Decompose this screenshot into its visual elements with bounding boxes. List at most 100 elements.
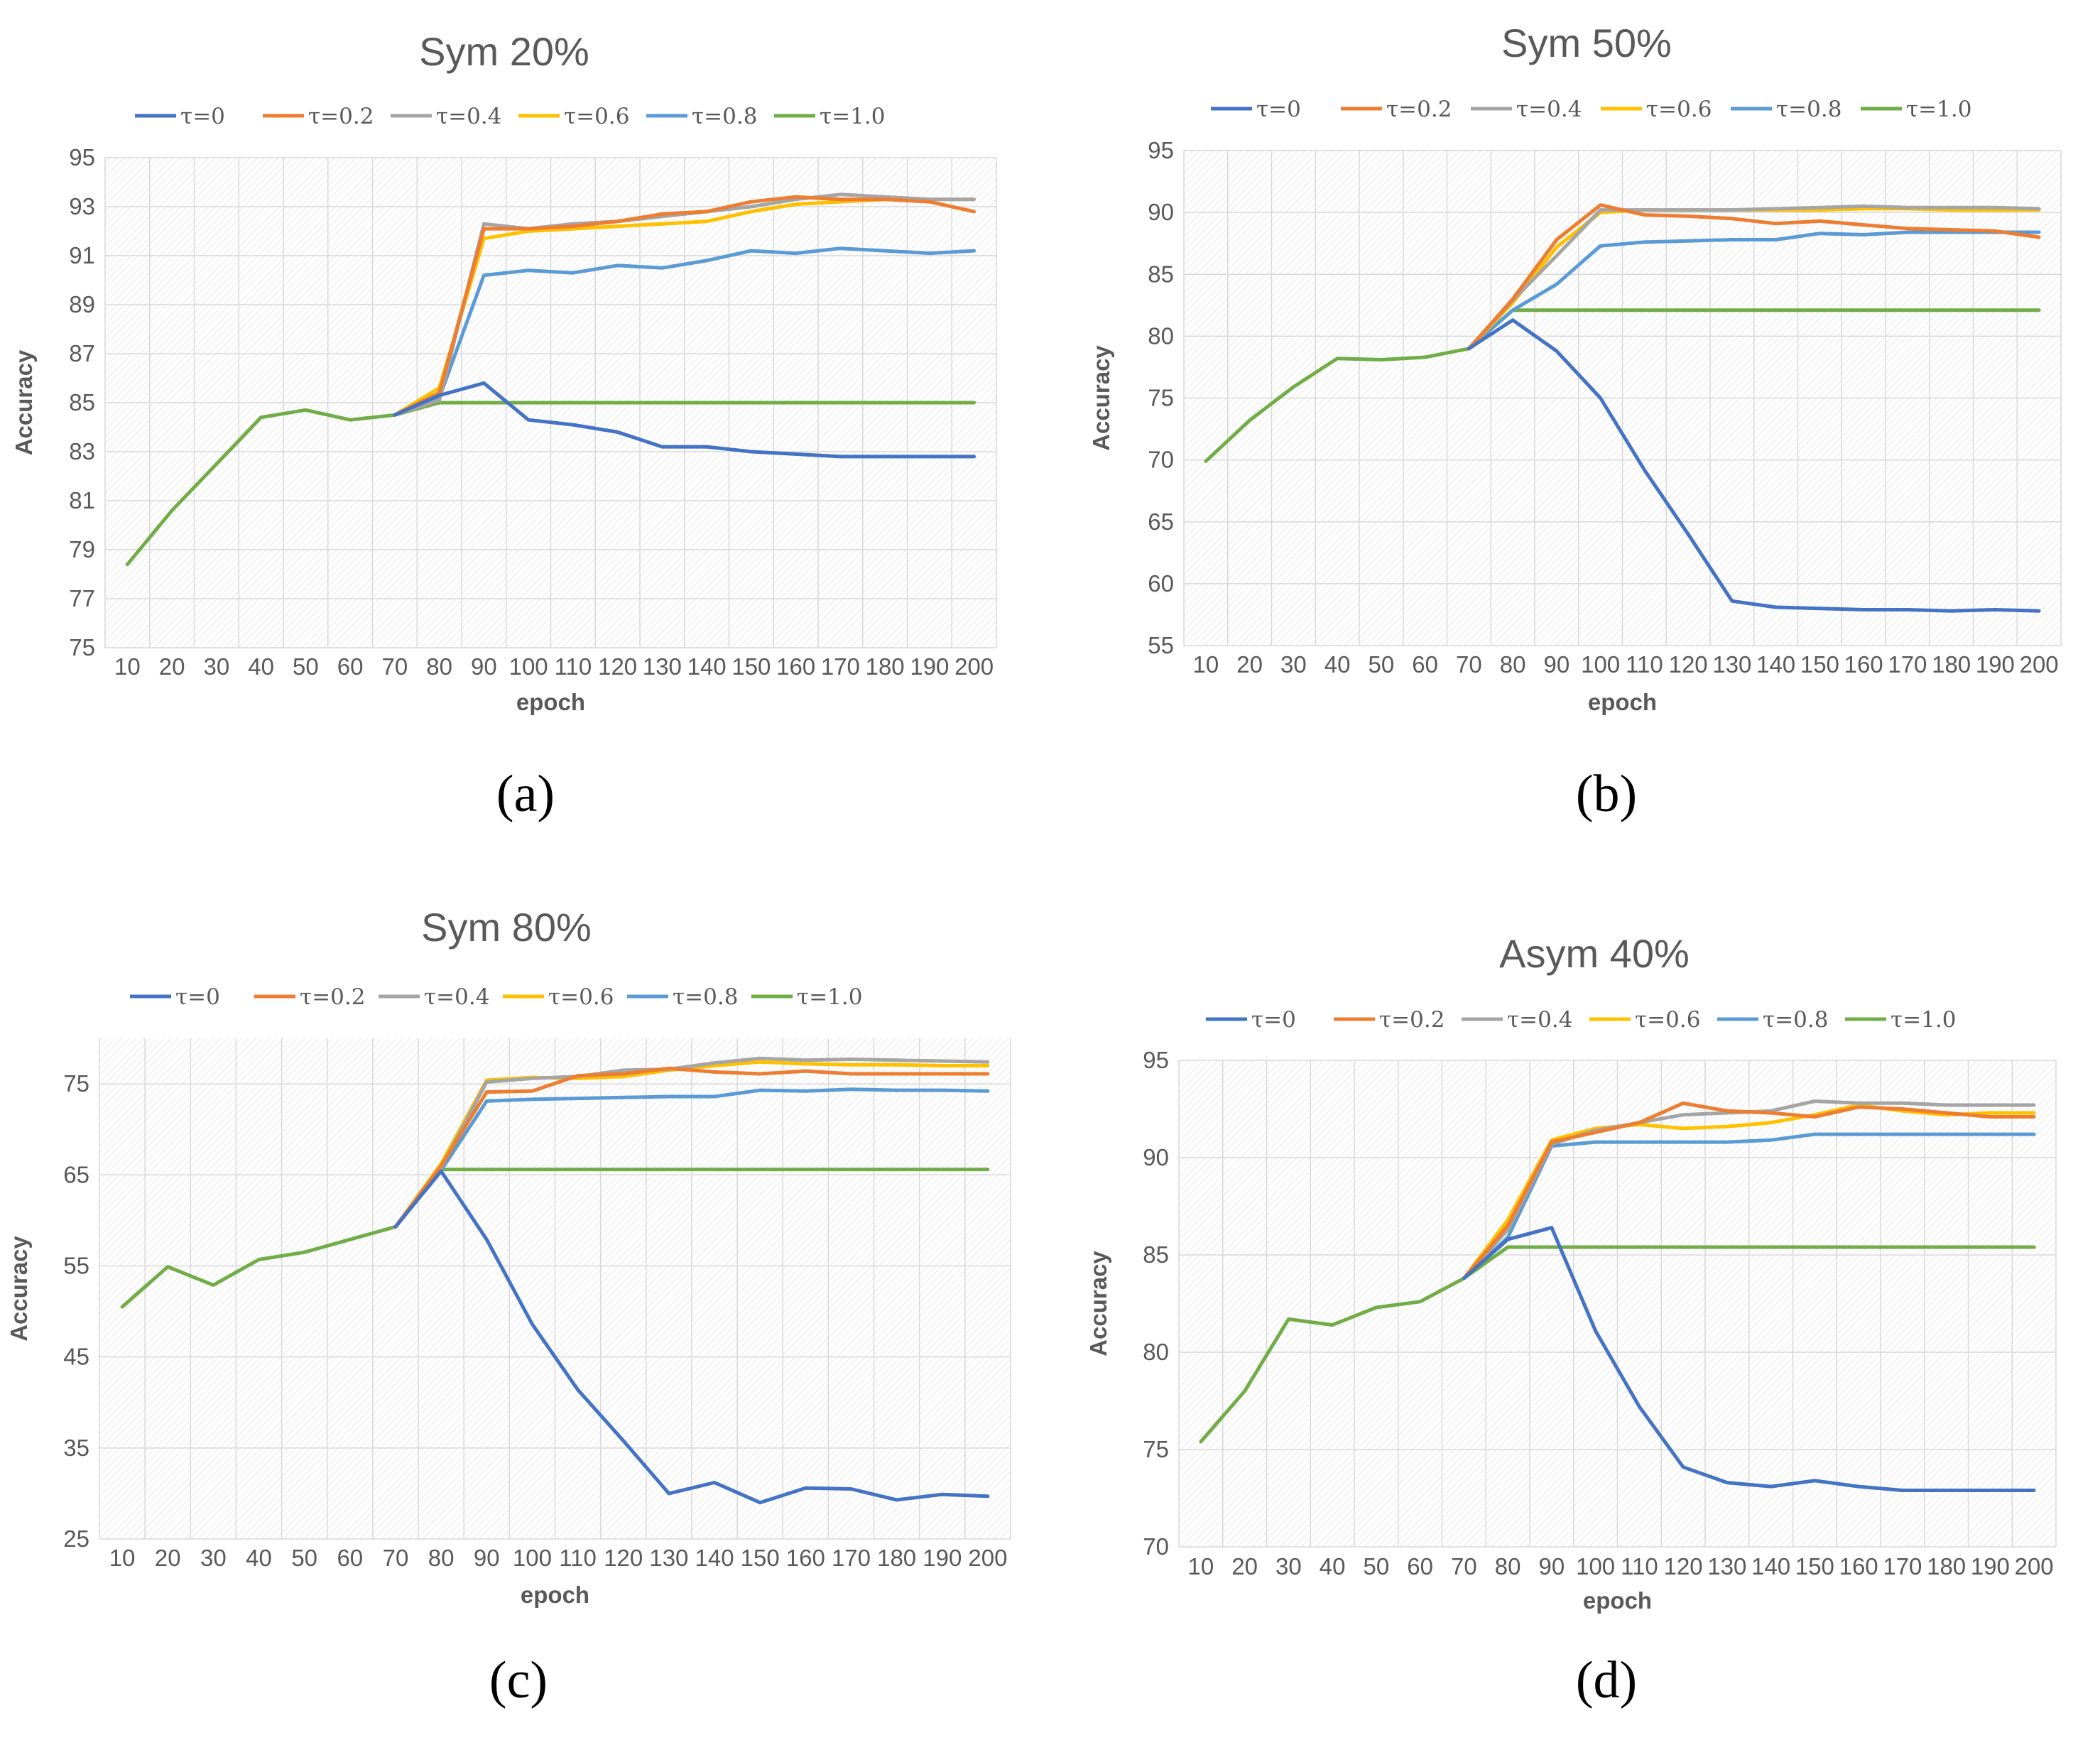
legend-label: τ=0.2 [1379, 1007, 1445, 1033]
x-tick-label: 140 [695, 1545, 734, 1571]
y-axis-label: Accuracy [1085, 1251, 1111, 1356]
y-tick-label: 79 [69, 536, 95, 562]
x-tick-label: 160 [776, 653, 815, 680]
y-tick-label: 93 [69, 193, 95, 219]
legend-label: τ=0 [175, 984, 220, 1010]
x-axis-label: epoch [521, 1582, 589, 1608]
x-tick-label: 140 [1751, 1553, 1790, 1579]
legend-label: τ=1.0 [797, 984, 862, 1010]
chart-title: Asym 40% [1499, 931, 1690, 976]
legend-label: τ=0.8 [692, 104, 757, 129]
x-axis-label: epoch [1588, 689, 1657, 715]
x-tick-label: 50 [293, 653, 319, 680]
x-tick-label: 180 [1932, 651, 1971, 678]
x-tick-label: 70 [1456, 651, 1482, 678]
series-line [1462, 1103, 2036, 1280]
y-tick-label: 89 [69, 291, 95, 317]
legend-label: τ=0.2 [308, 104, 374, 129]
x-tick-label: 60 [337, 1545, 363, 1571]
x-tick-label: 110 [1626, 651, 1663, 678]
legend-label: τ=0.8 [1763, 1007, 1828, 1033]
legend-label: τ=0.6 [548, 984, 614, 1010]
series-line [1467, 204, 2041, 351]
y-tick-label: 95 [69, 144, 95, 170]
x-tick-label: 200 [968, 1545, 1007, 1571]
x-tick-label: 200 [2015, 1553, 2054, 1579]
series-line [1204, 308, 2041, 463]
x-tick-label: 30 [200, 1545, 227, 1571]
legend-label: τ=0 [180, 104, 225, 129]
x-tick-label: 30 [204, 653, 230, 680]
x-tick-label: 150 [731, 653, 771, 680]
x-tick-label: 50 [1369, 651, 1395, 678]
y-axis-label: Accuracy [6, 1236, 32, 1342]
x-tick-label: 190 [1976, 651, 2015, 678]
x-tick-label: 20 [159, 653, 185, 680]
x-tick-label: 30 [1275, 1553, 1302, 1579]
x-tick-label: 10 [1193, 651, 1219, 678]
legend-label: τ=0.8 [673, 984, 738, 1010]
legend-label: τ=0.4 [1507, 1007, 1572, 1033]
x-tick-label: 180 [866, 653, 905, 680]
series-line [393, 1087, 990, 1229]
x-tick-label: 80 [428, 1545, 455, 1571]
x-tick-label: 100 [1581, 651, 1620, 678]
series-line [393, 1169, 990, 1505]
x-tick-label: 170 [1883, 1553, 1922, 1579]
y-tick-label: 65 [63, 1161, 89, 1187]
legend-label: τ=1.0 [1906, 97, 1971, 122]
x-tick-label: 40 [1324, 651, 1351, 678]
chart-panel-1: 75 77 79 81 83 85 87 89 91 93 95 10 20 30 40 50 60 70 80 90… [11, 29, 997, 823]
chart-title: Sym 80% [421, 905, 592, 950]
y-tick-label: 55 [63, 1252, 89, 1278]
x-axis-label: epoch [1583, 1587, 1652, 1614]
x-tick-label: 110 [555, 653, 592, 680]
chart-title: Sym 50% [1501, 21, 1672, 65]
series-line [393, 195, 976, 417]
series-line [1467, 230, 2041, 351]
y-axis-label: Accuracy [1088, 345, 1114, 451]
x-tick-label: 90 [1539, 1553, 1565, 1579]
series-line [1199, 1245, 2036, 1444]
x-tick-label: 170 [832, 1545, 871, 1571]
series-line [393, 246, 976, 417]
y-tick-label: 55 [1148, 632, 1174, 658]
panel-caption: (b) [1576, 765, 1637, 823]
y-tick-label: 70 [1148, 447, 1174, 473]
series-line [393, 1066, 990, 1229]
x-tick-label: 130 [643, 653, 682, 680]
x-axis-label: epoch [516, 689, 585, 715]
x-tick-label: 10 [109, 1545, 136, 1571]
x-tick-label: 20 [1231, 1553, 1258, 1579]
x-tick-label: 110 [559, 1545, 597, 1571]
legend-label: τ=0.4 [436, 104, 501, 129]
y-tick-label: 75 [1143, 1436, 1169, 1462]
x-tick-label: 130 [649, 1545, 688, 1571]
x-tick-label: 70 [383, 1545, 409, 1571]
x-tick-label: 70 [382, 653, 408, 680]
x-tick-label: 20 [1236, 651, 1263, 678]
x-tick-label: 10 [114, 653, 141, 680]
series-line [1467, 318, 2041, 613]
y-tick-label: 80 [1148, 322, 1174, 349]
x-tick-label: 80 [1500, 651, 1526, 678]
legend-label: τ=0.4 [424, 984, 489, 1010]
legend-label: τ=0.6 [1635, 1007, 1700, 1033]
y-tick-label: 75 [69, 634, 95, 660]
x-tick-label: 80 [1495, 1553, 1521, 1579]
legend-label: τ=0.6 [564, 104, 629, 129]
x-tick-label: 180 [1927, 1553, 1966, 1579]
x-tick-label: 140 [1756, 651, 1795, 678]
x-tick-label: 190 [910, 653, 949, 680]
x-tick-label: 150 [741, 1545, 780, 1571]
y-tick-label: 85 [1143, 1241, 1169, 1268]
legend-label: τ=0 [1251, 1007, 1296, 1033]
y-tick-label: 95 [1143, 1047, 1169, 1073]
y-tick-label: 75 [63, 1070, 89, 1097]
x-tick-label: 160 [1839, 1553, 1878, 1579]
x-tick-label: 200 [954, 653, 994, 680]
y-tick-label: 83 [69, 438, 95, 464]
